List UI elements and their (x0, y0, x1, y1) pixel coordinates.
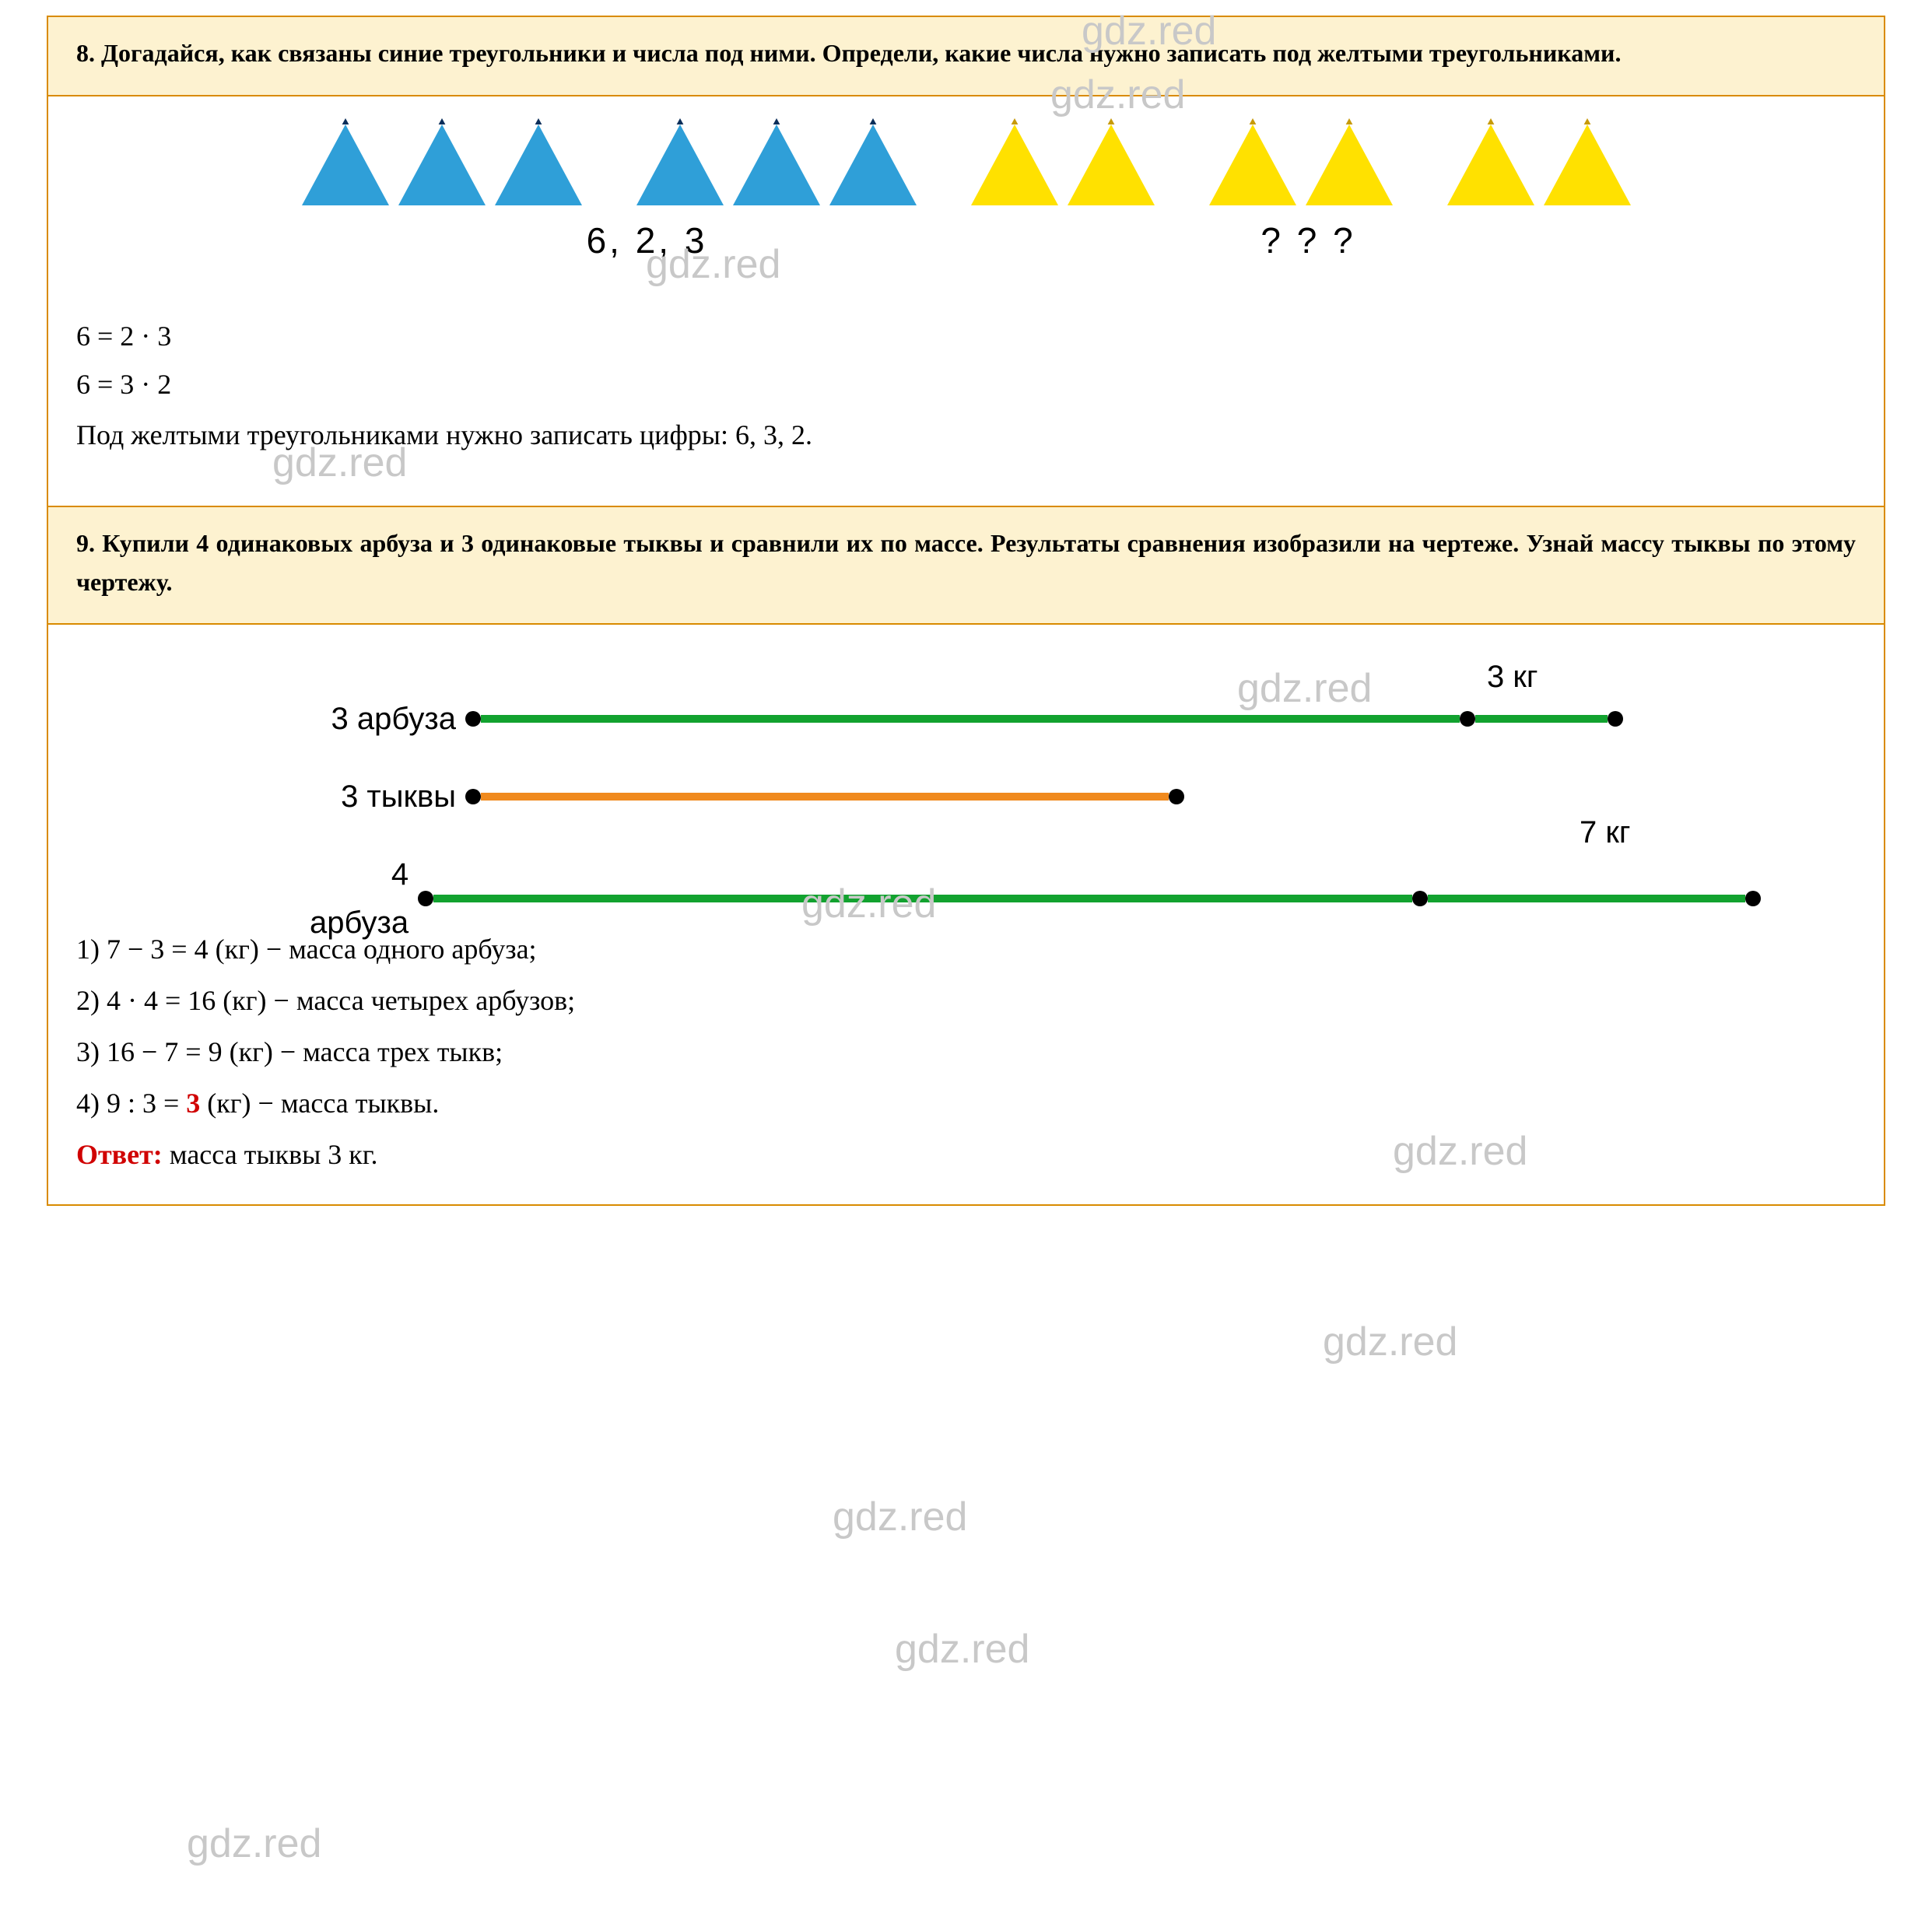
problem-9-body: 3 арбуза 3 кг 3 тыквы 4 арбуза 7 кг 1) 7 − 3… (48, 648, 1884, 1204)
solution-line: 2) 4 · 4 = 16 (кг) − масса четырех арбуз… (76, 979, 1856, 1023)
triangle-blue (636, 124, 724, 205)
chart-bar (1475, 715, 1608, 723)
problem-9-card: 9. Купили 4 одинаковых арбуза и 3 одинак… (47, 507, 1885, 1206)
chart-row-label: 4 арбуза (310, 850, 418, 947)
watermark: gdz.red (895, 1618, 1029, 1681)
chart-dot (1412, 891, 1428, 906)
triangles-labels-row: 6, 2, 3 ? ? ? (76, 213, 1856, 268)
triangle-yellow (1447, 124, 1534, 205)
chart-dot (1169, 789, 1184, 804)
triangles-label-blue: 6, 2, 3 (305, 213, 990, 268)
problem-9-number: 9. (76, 529, 95, 557)
chart-dot (1608, 711, 1623, 727)
triangle-group-yellow (1209, 124, 1393, 205)
solution-lines: 1) 7 − 3 = 4 (кг) − масса одного арбуза;… (76, 928, 1856, 1074)
chart-bar (1428, 895, 1745, 902)
triangle-blue (829, 124, 917, 205)
solution-last-prefix: 4) 9 : 3 = (76, 1088, 186, 1119)
chart-dot (1460, 711, 1475, 727)
chart-bar (433, 895, 1412, 902)
triangle-yellow (1068, 124, 1155, 205)
triangle-blue (733, 124, 820, 205)
triangle-yellow (1209, 124, 1296, 205)
problem-8-card: 8. Догадайся, как связаны синие треуголь… (47, 16, 1885, 507)
triangle-blue (398, 124, 486, 205)
triangle-group-blue (636, 124, 917, 205)
chart-annotation: 7 кг (1580, 808, 1630, 857)
triangle-group-yellow (1447, 124, 1631, 205)
chart-row-label: 3 тыквы (310, 773, 465, 821)
triangles-label-yellow: ? ? ? (990, 213, 1628, 268)
watermark: gdz.red (1323, 1311, 1457, 1374)
chart-row-label: 3 арбуза (310, 695, 465, 743)
problem-8-prompt: Догадайся, как связаны синие треугольник… (101, 39, 1621, 67)
chart-bar (481, 715, 1460, 723)
solution-last-suffix: (кг) − масса тыквы. (200, 1088, 439, 1119)
problem-8-conclusion: Под желтыми треугольниками нужно записат… (76, 414, 1856, 457)
triangles-row (76, 124, 1856, 205)
answer-text: масса тыквы 3 кг. (163, 1139, 378, 1170)
problem-8-header: 8. Догадайся, как связаны синие треуголь… (48, 17, 1884, 96)
equation-1: 6 = 2 · 3 (76, 315, 1856, 359)
problem-9-prompt: Купили 4 одинаковых арбуза и 3 одинаковы… (76, 529, 1856, 596)
triangle-group-yellow (971, 124, 1155, 205)
watermark: gdz.red (187, 1813, 321, 1876)
problem-9-chart: 3 арбуза3 кг3 тыквы4 арбуза7 кг (310, 648, 1747, 913)
answer-label: Ответ: (76, 1139, 163, 1170)
problem-8-body: 6, 2, 3 ? ? ? 6 = 2 · 3 6 = 3 · 2 Под же… (48, 124, 1884, 506)
triangle-group-blue (302, 124, 582, 205)
triangle-blue (495, 124, 582, 205)
triangle-yellow (971, 124, 1058, 205)
chart-dot (418, 891, 433, 906)
solution-last-value: 3 (186, 1088, 200, 1119)
triangle-yellow (1306, 124, 1393, 205)
solution-line: 3) 16 − 7 = 9 (кг) − масса трех тыкв; (76, 1031, 1856, 1074)
answer-line: Ответ: масса тыквы 3 кг. (76, 1133, 1856, 1177)
watermark: gdz.red (833, 1486, 967, 1549)
problem-8-number: 8. (76, 39, 95, 67)
chart-annotation: 3 кг (1487, 653, 1538, 701)
chart-row: 3 тыквы (310, 773, 1747, 821)
chart-row: 3 арбуза (310, 695, 1747, 743)
chart-dot (1745, 891, 1761, 906)
solution-line-last: 4) 9 : 3 = 3 (кг) − масса тыквы. (76, 1082, 1856, 1126)
triangle-yellow (1544, 124, 1631, 205)
equation-2: 6 = 3 · 2 (76, 363, 1856, 407)
problem-9-header: 9. Купили 4 одинаковых арбуза и 3 одинак… (48, 507, 1884, 625)
page: 8. Догадайся, как связаны синие треуголь… (0, 0, 1932, 1253)
triangle-blue (302, 124, 389, 205)
chart-bar (481, 793, 1169, 801)
chart-dot (465, 711, 481, 727)
chart-row: 4 арбуза (310, 850, 1747, 947)
chart-dot (465, 789, 481, 804)
